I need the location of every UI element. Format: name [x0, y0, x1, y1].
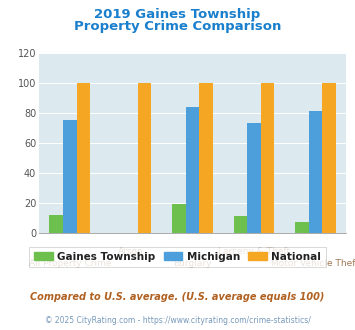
Text: Property Crime Comparison: Property Crime Comparison [74, 20, 281, 33]
Bar [200, 83, 213, 233]
Text: Motor Vehicle Theft: Motor Vehicle Theft [272, 259, 355, 268]
Bar [77, 83, 90, 233]
Text: All Property Crime: All Property Crime [28, 259, 111, 268]
Bar [234, 216, 247, 233]
Bar [172, 204, 186, 233]
Bar [295, 222, 308, 233]
Bar [247, 123, 261, 233]
Legend: Gaines Township, Michigan, National: Gaines Township, Michigan, National [29, 247, 326, 267]
Bar [308, 111, 322, 233]
Text: Arson: Arson [118, 247, 144, 255]
Bar [49, 214, 63, 233]
Bar [63, 120, 77, 233]
Text: Larceny & Theft: Larceny & Theft [218, 247, 290, 255]
Text: © 2025 CityRating.com - https://www.cityrating.com/crime-statistics/: © 2025 CityRating.com - https://www.city… [45, 316, 310, 325]
Text: Compared to U.S. average. (U.S. average equals 100): Compared to U.S. average. (U.S. average … [30, 292, 325, 302]
Bar [322, 83, 336, 233]
Text: 2019 Gaines Township: 2019 Gaines Township [94, 8, 261, 21]
Bar [261, 83, 274, 233]
Bar [186, 107, 200, 233]
Bar [138, 83, 152, 233]
Text: Burglary: Burglary [173, 259, 212, 268]
